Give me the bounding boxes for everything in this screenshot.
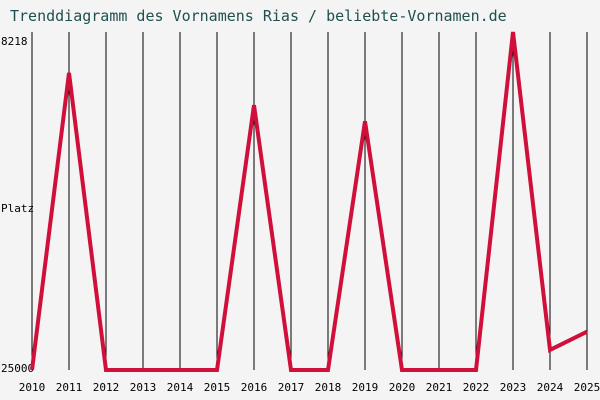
x-tick-label-2011: 2011 [56,381,83,394]
y-axis-label: Platz [1,202,34,215]
chart-title: Trenddiagramm des Vornamens Rias / belie… [10,7,507,25]
x-axis-tick-labels: 2010 2011 2012 2013 2014 2015 2016 2017 2018 2019… [19,381,600,394]
y-axis-top-label: 8218 [1,35,28,48]
data-points [31,31,588,371]
x-tick-label-2022: 2022 [463,381,490,394]
x-tick-label-2014: 2014 [167,381,194,394]
x-tick-label-2024: 2024 [537,381,564,394]
x-tick-label-2020: 2020 [389,381,416,394]
x-tick-label-2017: 2017 [278,381,305,394]
x-tick-label-2010: 2010 [19,381,46,394]
series-line [30,31,588,372]
x-tick-label-2025: 2025 [574,381,600,394]
x-tick-label-2019: 2019 [352,381,379,394]
x-tick-label-2023: 2023 [500,381,527,394]
x-tick-label-2018: 2018 [315,381,342,394]
x-tick-label-2012: 2012 [93,381,120,394]
x-tick-label-2015: 2015 [204,381,231,394]
x-tick-label-2013: 2013 [130,381,157,394]
y-axis-bottom-label: 25000 [1,362,34,375]
x-tick-label-2016: 2016 [241,381,268,394]
x-tick-label-2021: 2021 [426,381,453,394]
grid-lines [31,32,588,370]
